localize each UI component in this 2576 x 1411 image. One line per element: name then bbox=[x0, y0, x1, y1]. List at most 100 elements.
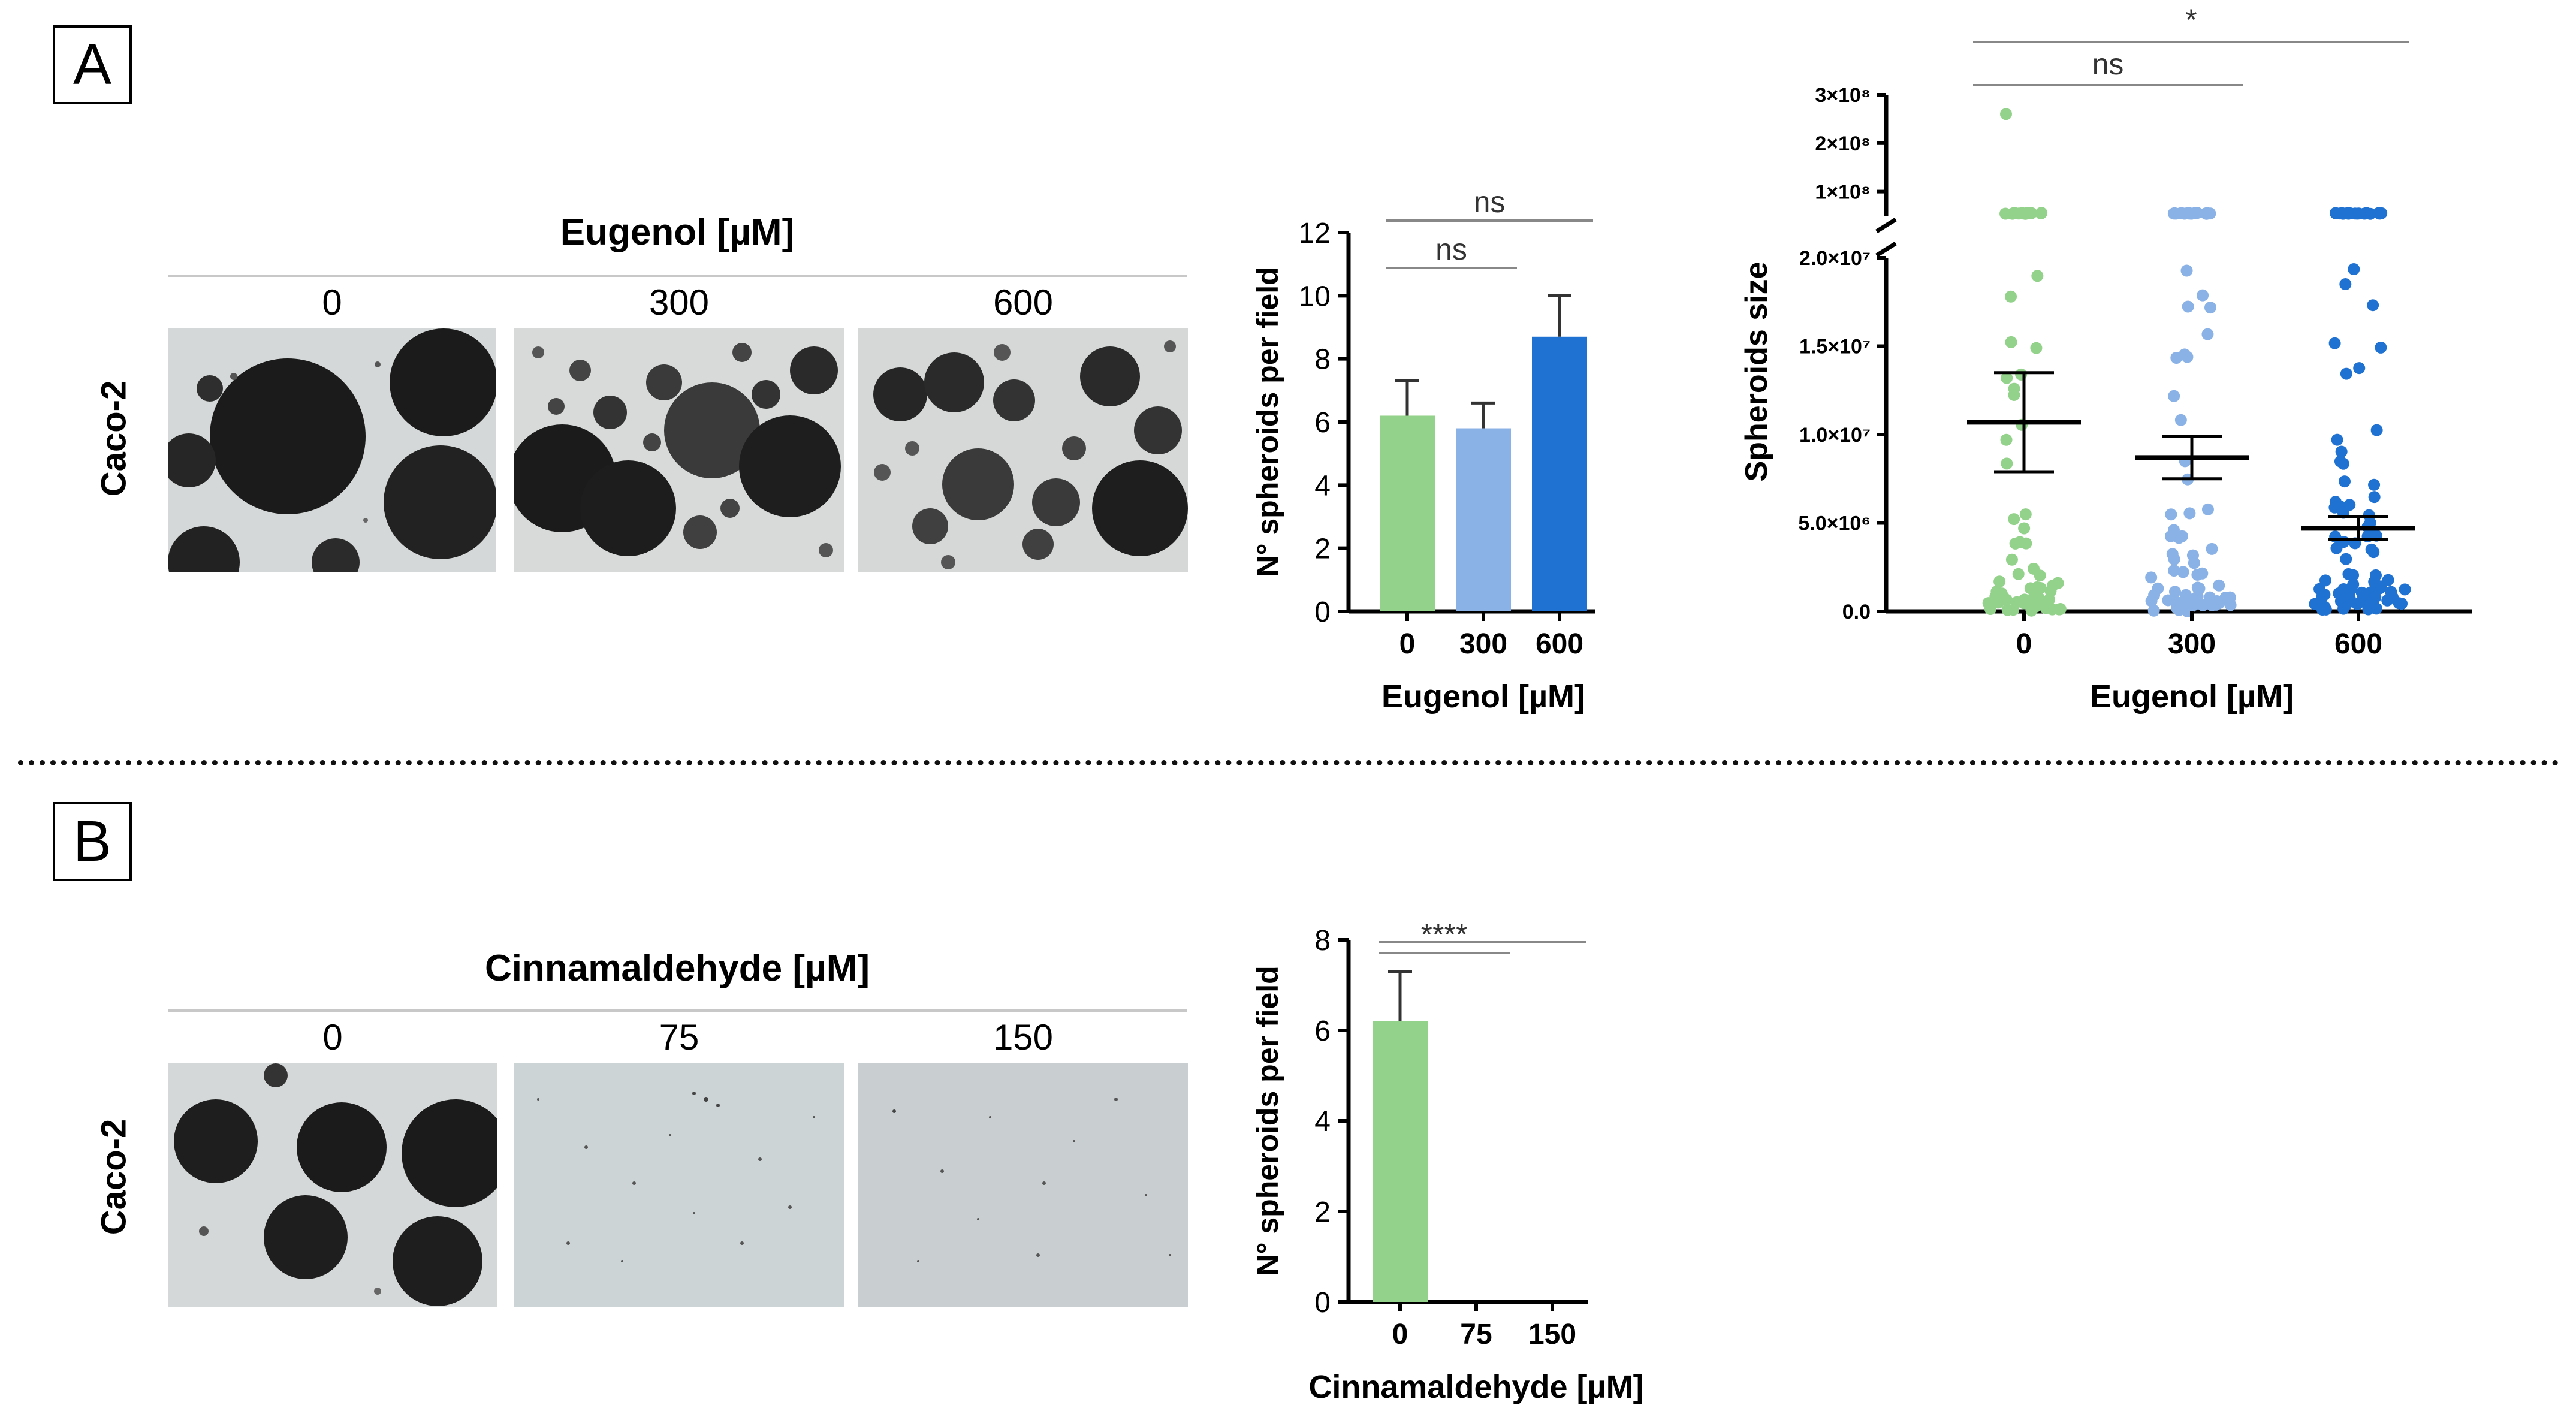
y-tick-label: 10 bbox=[1299, 281, 1331, 312]
y-tick-label: 12 bbox=[1299, 218, 1331, 249]
panel-a-dose-0: 0 bbox=[322, 282, 342, 322]
data-point-0 bbox=[2034, 569, 2046, 582]
data-point-300 bbox=[2174, 207, 2187, 219]
x-axis-label: Eugenol [µM] bbox=[1381, 679, 1585, 714]
axis-break-mark bbox=[1875, 242, 1897, 257]
data-point-600 bbox=[2375, 341, 2387, 354]
data-point-600 bbox=[2319, 574, 2331, 587]
data-point-600 bbox=[2368, 478, 2381, 491]
data-point-300 bbox=[2204, 302, 2216, 314]
data-point-0 bbox=[2005, 290, 2017, 303]
panel-a-row-label: Caco-2 bbox=[94, 380, 134, 497]
data-point-600 bbox=[2399, 583, 2411, 596]
data-point-0 bbox=[2018, 522, 2031, 535]
data-point-600 bbox=[2367, 299, 2379, 312]
data-point-300 bbox=[2206, 542, 2218, 555]
data-point-300 bbox=[2182, 300, 2194, 313]
data-point-300 bbox=[2165, 508, 2177, 521]
data-point-0 bbox=[1993, 575, 2006, 588]
data-point-300 bbox=[2213, 579, 2225, 592]
data-point-300 bbox=[2177, 566, 2189, 578]
y-tick-label: 1×10⁸ bbox=[1815, 181, 1871, 204]
data-point-600 bbox=[2367, 546, 2380, 559]
data-point-600 bbox=[2335, 445, 2348, 458]
panel-separator bbox=[18, 760, 2559, 765]
data-point-0 bbox=[2014, 536, 2026, 548]
data-point-600 bbox=[2370, 424, 2383, 436]
data-point-300 bbox=[2224, 599, 2237, 611]
y-tick-label: 1.0×10⁷ bbox=[1799, 424, 1871, 447]
data-point-300 bbox=[2200, 207, 2213, 220]
data-point-600 bbox=[2309, 598, 2321, 610]
data-point-600 bbox=[2328, 337, 2341, 349]
data-point-300 bbox=[2201, 328, 2214, 340]
micrograph-cinnamaldehyde-75 bbox=[514, 1063, 844, 1307]
data-point-600 bbox=[2337, 536, 2350, 548]
data-point-600 bbox=[2338, 475, 2351, 488]
data-point-0 bbox=[2000, 433, 2013, 446]
data-point-300 bbox=[2176, 597, 2188, 610]
y-tick-label: 3×10⁸ bbox=[1815, 84, 1871, 107]
data-point-0 bbox=[2019, 508, 2032, 521]
data-point-600 bbox=[2342, 568, 2355, 580]
panel-b-compound-header: Cinnamaldehyde [µM] bbox=[484, 948, 870, 989]
x-tick-label-0: 0 bbox=[1399, 628, 1416, 660]
data-point-600 bbox=[2347, 578, 2360, 590]
data-point-300 bbox=[2193, 582, 2206, 595]
data-point-0 bbox=[2005, 336, 2017, 348]
cinnamaldehyde-count-bar-chart: 0 2 4 6 8 0 75 150 **** N° spheroids per field Cin… bbox=[1251, 918, 1644, 1405]
data-point-300 bbox=[2197, 289, 2209, 302]
bar-0 bbox=[1373, 1021, 1428, 1302]
data-point-600 bbox=[2356, 587, 2369, 600]
significance-label: **** bbox=[1421, 918, 1468, 951]
data-point-600 bbox=[2348, 263, 2360, 276]
x-tick-label-0: 0 bbox=[2016, 628, 2032, 660]
data-point-600 bbox=[2359, 207, 2372, 220]
data-point-0 bbox=[2012, 568, 2025, 580]
data-point-300 bbox=[2145, 571, 2158, 584]
data-point-0 bbox=[2020, 595, 2033, 608]
data-point-600 bbox=[2369, 569, 2382, 581]
data-point-300 bbox=[2174, 414, 2187, 426]
y-tick-label: 0 bbox=[1314, 596, 1331, 628]
data-point-0 bbox=[2030, 342, 2043, 354]
data-point-600 bbox=[2340, 367, 2352, 380]
data-point-600 bbox=[2375, 580, 2387, 593]
x-axis-label: Eugenol [µM] bbox=[2090, 679, 2294, 714]
data-point-600 bbox=[2331, 433, 2343, 446]
data-point-300 bbox=[2147, 604, 2160, 617]
y-tick-label: 4 bbox=[1314, 1106, 1331, 1138]
data-point-600 bbox=[2342, 207, 2354, 219]
x-axis-label: Cinnamaldehyde [µM] bbox=[1308, 1369, 1643, 1405]
eugenol-size-scatter-chart: 0.0 5.0×10⁶ 1.0×10⁷ 1.5×10⁷ 2.0×10⁷ 1×10⁸ 2×10… bbox=[1739, 3, 2472, 714]
panel-a-label: A bbox=[53, 25, 132, 104]
panel-a-compound-header: Eugenol [µM] bbox=[560, 212, 795, 253]
y-tick-label: 2 bbox=[1314, 533, 1331, 565]
data-point-0 bbox=[2000, 108, 2012, 120]
y-tick-label: 6 bbox=[1314, 407, 1331, 439]
data-point-300 bbox=[2168, 553, 2180, 566]
data-point-300 bbox=[2168, 586, 2181, 598]
data-point-0 bbox=[1982, 597, 1995, 610]
x-tick-label-600: 600 bbox=[1536, 628, 1583, 660]
significance-label: ns bbox=[1435, 233, 1467, 266]
y-axis-label: N° spheroids per field bbox=[1251, 966, 1284, 1276]
x-tick-label-0: 0 bbox=[1392, 1319, 1408, 1350]
x-tick-label-75: 75 bbox=[1460, 1319, 1492, 1350]
y-tick-label: 0.0 bbox=[1842, 601, 1871, 623]
data-point-600 bbox=[2367, 595, 2380, 607]
data-point-600 bbox=[2385, 586, 2397, 598]
data-point-300 bbox=[2168, 564, 2180, 577]
data-point-0 bbox=[2034, 581, 2047, 594]
data-point-300 bbox=[2180, 264, 2193, 277]
micrograph-eugenol-0 bbox=[168, 328, 496, 572]
data-point-0 bbox=[2005, 553, 2018, 566]
panel-b-dose-150: 150 bbox=[993, 1017, 1054, 1057]
data-point-600 bbox=[2340, 553, 2352, 565]
data-point-300 bbox=[2186, 549, 2199, 562]
data-point-0 bbox=[2006, 207, 2019, 220]
data-point-0 bbox=[1995, 587, 2008, 600]
panel-a-dose-600: 600 bbox=[993, 282, 1054, 322]
panel-b-row-label: Caco-2 bbox=[94, 1118, 134, 1235]
